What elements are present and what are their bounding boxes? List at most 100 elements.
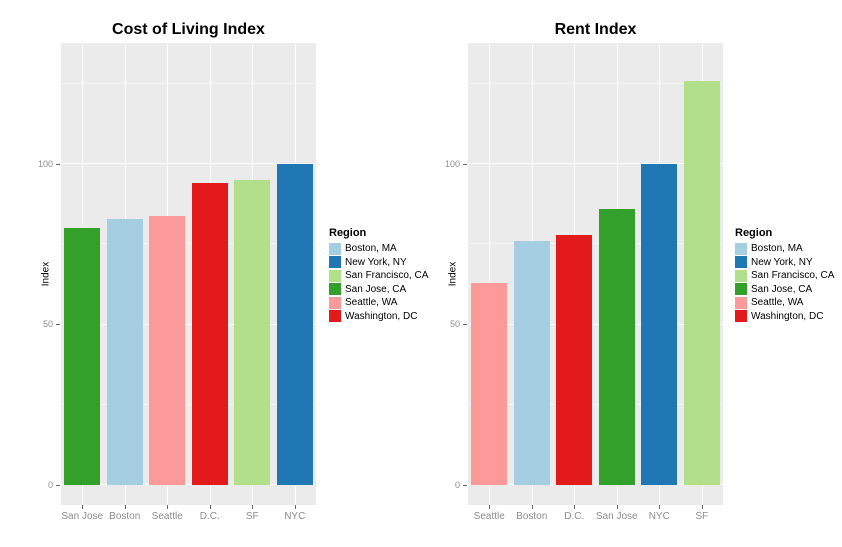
gridline-minor [468, 243, 723, 245]
legend-title: Region [329, 227, 367, 239]
x-tick-mark [252, 505, 254, 509]
x-tick-label: Boston [516, 511, 548, 522]
legend-swatch [329, 242, 341, 255]
y-tick-mark [56, 164, 60, 166]
x-tick-mark [616, 505, 618, 509]
legend-item: Seattle, WA [329, 296, 428, 310]
x-tick-label: Seattle [473, 511, 505, 522]
gridline-minor [61, 83, 316, 85]
gridline-minor [61, 403, 316, 405]
legend-title: Region [735, 227, 773, 239]
legend-swatch [735, 269, 747, 282]
bar-boston [106, 218, 143, 485]
legend-item: Boston, MA [735, 242, 834, 256]
x-tick-mark [82, 505, 84, 509]
gridline-major [61, 163, 316, 165]
y-tick-mark [463, 324, 467, 326]
x-tick-label: D.C. [199, 511, 220, 522]
x-tick-mark [124, 505, 126, 509]
x-tick-mark [209, 505, 211, 509]
bar-nyc [641, 164, 678, 485]
x-tick-label: San Jose [61, 511, 104, 522]
legend-swatch [735, 242, 747, 255]
legend-item: San Jose, CA [735, 283, 834, 297]
legend-label: Boston, MA [751, 243, 803, 255]
legend-swatch [329, 296, 341, 309]
bar-sf [683, 80, 720, 485]
gridline-major [468, 163, 723, 165]
legend-swatch [329, 256, 341, 269]
y-tick-label: 100 [444, 159, 460, 170]
x-tick-label: San Jose [595, 511, 638, 522]
x-tick-mark [701, 505, 703, 509]
legend-item: New York, NY [329, 256, 428, 270]
legend-label: New York, NY [345, 256, 407, 268]
bar-san-jose [64, 228, 101, 485]
legend-item: San Francisco, CA [329, 269, 428, 283]
x-tick-mark [659, 505, 661, 509]
x-tick-mark [489, 505, 491, 509]
chart-title: Cost of Living Index [112, 21, 265, 38]
legend: Region Boston, MA New York, NY San Francis… [329, 227, 428, 323]
legend-item: San Francisco, CA [735, 269, 834, 283]
legend-swatch [735, 310, 747, 323]
bar-d-c- [556, 234, 593, 485]
y-tick-mark [56, 324, 60, 326]
legend-label: Washington, DC [345, 310, 418, 322]
gridline-vertical [489, 43, 491, 505]
legend-label: San Francisco, CA [751, 270, 835, 282]
legend-label: Seattle, WA [345, 297, 398, 309]
bar-sf [234, 180, 271, 485]
legend-label: San Jose, CA [751, 283, 813, 295]
legend-swatch [735, 283, 747, 296]
chart-title: Rent Index [554, 21, 637, 38]
bar-seattle [471, 282, 508, 485]
legend-item: Washington, DC [329, 310, 428, 324]
y-tick-label: 100 [37, 159, 53, 170]
legend-swatch [329, 269, 341, 282]
y-tick-label: 50 [42, 319, 53, 330]
y-tick-mark [463, 484, 467, 486]
legend-label: Boston, MA [345, 243, 397, 255]
bar-d-c- [191, 183, 228, 485]
gridline-minor [468, 403, 723, 405]
y-tick-label: 50 [449, 319, 460, 330]
x-tick-mark [167, 505, 169, 509]
legend-swatch [329, 310, 341, 323]
x-tick-label: NYC [648, 511, 670, 522]
legend-swatch [329, 283, 341, 296]
gridline-major [468, 483, 723, 485]
x-tick-label: NYC [284, 511, 306, 522]
bar-san-jose [598, 209, 635, 485]
legend-item: Boston, MA [329, 242, 428, 256]
legend-items: Boston, MA New York, NY San Francisco, CA S… [735, 242, 834, 323]
y-tick-label: 0 [454, 479, 460, 490]
bar-nyc [276, 164, 313, 485]
legend-label: New York, NY [751, 256, 813, 268]
y-tick-label: 0 [47, 479, 53, 490]
legend-label: Washington, DC [751, 310, 824, 322]
legend-item: Washington, DC [735, 310, 834, 324]
gridline-minor [61, 243, 316, 245]
legend-label: San Francisco, CA [345, 270, 429, 282]
y-axis-title: Index [447, 261, 459, 287]
x-tick-mark [531, 505, 533, 509]
legend-item: San Jose, CA [329, 283, 428, 297]
x-tick-mark [294, 505, 296, 509]
y-tick-mark [56, 484, 60, 486]
legend-swatch [735, 256, 747, 269]
x-tick-label: SF [245, 511, 259, 522]
x-tick-label: Seattle [151, 511, 183, 522]
gridline-major [468, 323, 723, 325]
plot-panel [61, 43, 316, 505]
legend-items: Boston, MA New York, NY San Francisco, CA S… [329, 242, 428, 323]
bar-seattle [149, 215, 186, 485]
legend: Region Boston, MA New York, NY San Francis… [735, 227, 834, 323]
legend-item: Seattle, WA [735, 296, 834, 310]
gridline-minor [468, 83, 723, 85]
legend-label: Seattle, WA [751, 297, 804, 309]
legend-label: San Jose, CA [345, 283, 407, 295]
gridline-major [61, 323, 316, 325]
y-axis-title: Index [40, 261, 52, 287]
